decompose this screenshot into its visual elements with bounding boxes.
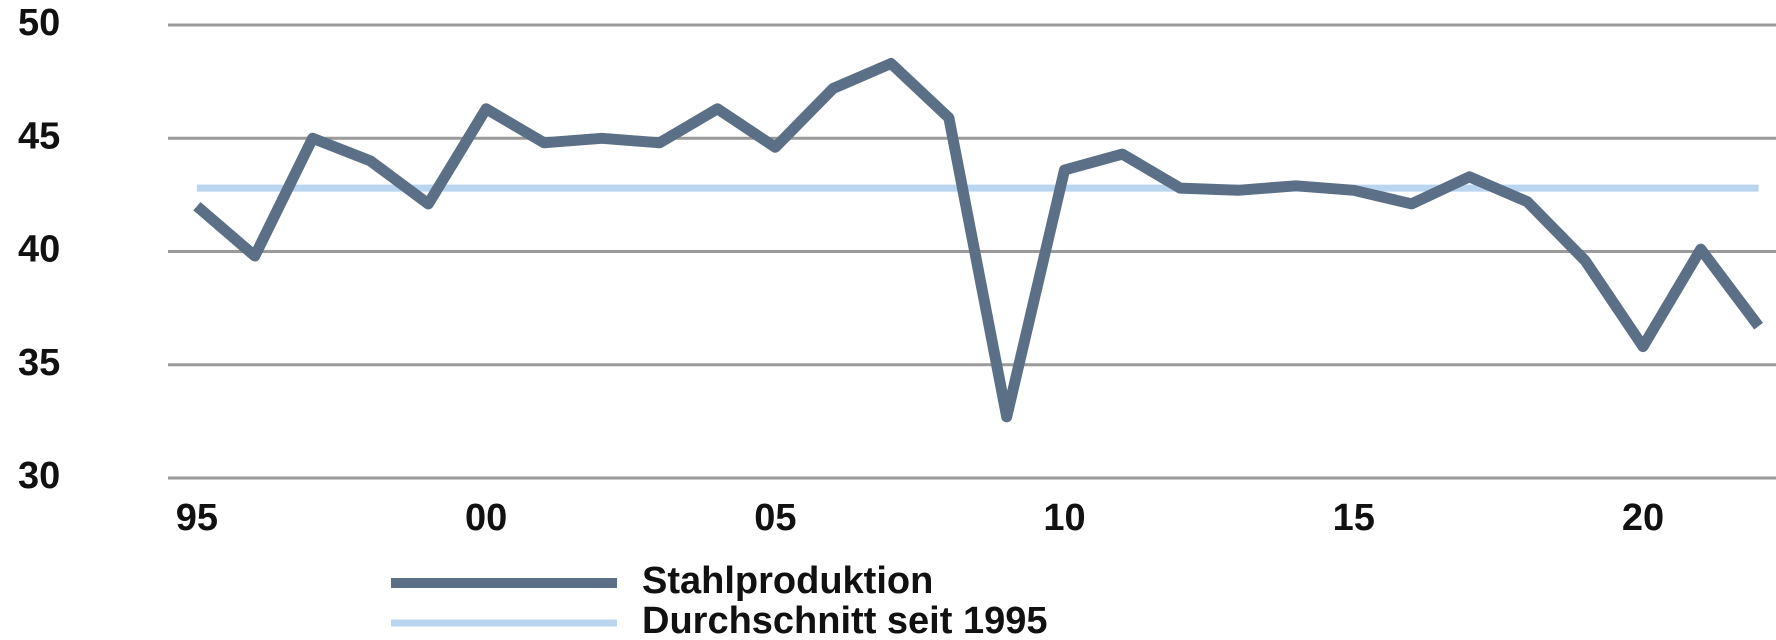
legend-label: Durchschnitt seit 1995 — [642, 600, 1047, 640]
x-tick-label: 20 — [1622, 497, 1664, 539]
y-tick-label: 45 — [18, 115, 60, 157]
y-tick-label: 40 — [18, 229, 60, 271]
x-tick-label: 05 — [754, 497, 796, 539]
y-tick-label: 50 — [18, 2, 60, 44]
legend-label: Stahlproduktion — [642, 560, 933, 602]
y-tick-label: 35 — [18, 342, 60, 384]
series-line — [193, 58, 1763, 423]
x-tick-label: 00 — [465, 497, 507, 539]
x-tick-label: 15 — [1333, 497, 1375, 539]
x-tick-label: 10 — [1043, 497, 1085, 539]
x-tick-label: 95 — [176, 497, 218, 539]
y-tick-label: 30 — [18, 455, 60, 497]
